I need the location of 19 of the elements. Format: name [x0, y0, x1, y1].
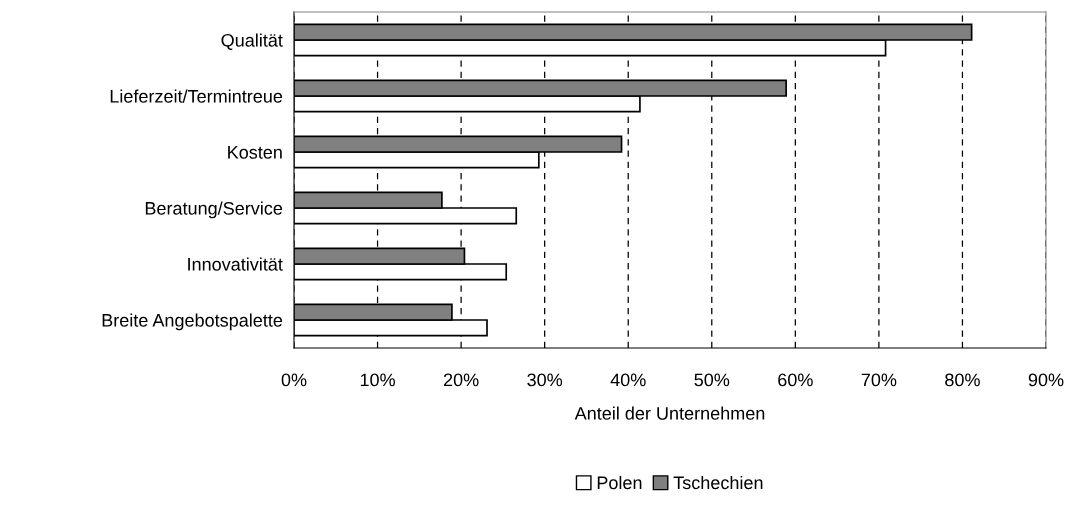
y-tick-label: Kosten [228, 146, 282, 159]
y-tick-label: Qualität [221, 33, 283, 50]
x-tick-label: 30% [527, 373, 563, 387]
y-tick-label: Beratung/Service [145, 201, 283, 219]
legend-label: Polen [597, 475, 642, 490]
y-tick-label: Lieferzeit/Termintreue [110, 89, 283, 103]
x-tick-label: 40% [610, 373, 646, 387]
x-tick-label: 50% [694, 373, 730, 387]
y-tick-label: Breite Angebotspalette [102, 313, 283, 331]
x-tick-label: 90% [1028, 373, 1064, 387]
x-tick-label: 10% [360, 373, 395, 387]
x-axis-title: Anteil der Unternehmen [574, 406, 765, 420]
x-tick-label: 20% [443, 373, 479, 387]
x-tick-label: 80% [945, 373, 980, 387]
x-tick-label: 60% [778, 373, 813, 387]
y-tick-label: Innovativität [188, 257, 283, 271]
x-tick-label: 70% [861, 373, 897, 387]
legend-label: Tschechien [673, 475, 763, 490]
x-tick-label: 0% [281, 373, 307, 387]
